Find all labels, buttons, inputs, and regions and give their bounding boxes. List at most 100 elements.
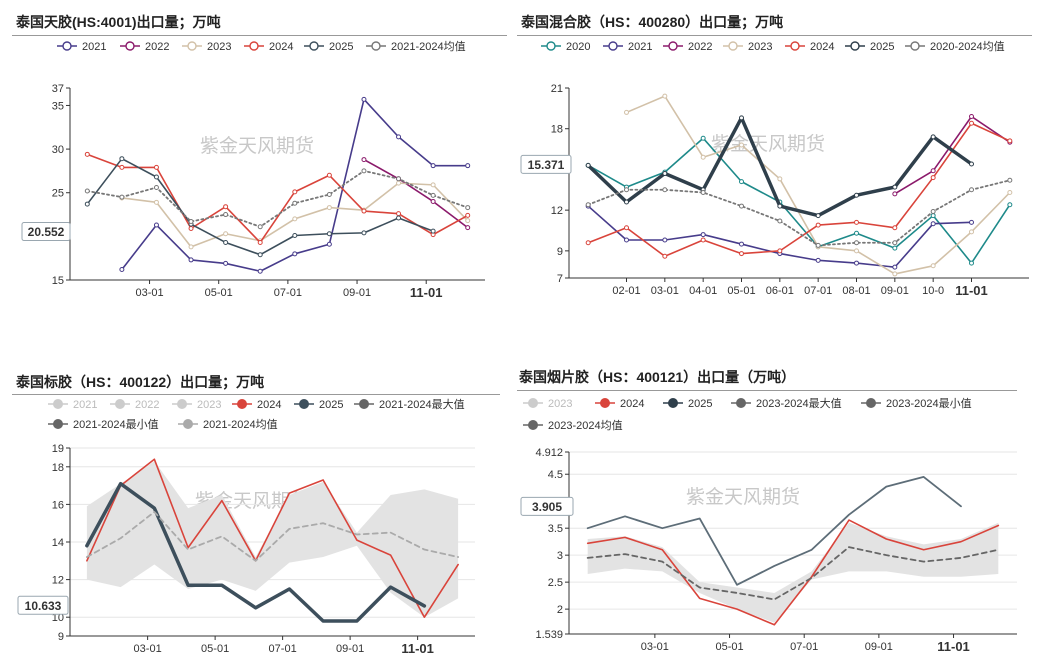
legend-label: 2023 <box>207 41 231 53</box>
legend-item: 2024 <box>232 399 281 411</box>
legend-label: 2024 <box>257 399 281 411</box>
legend-item: 2021-2024均值 <box>178 418 278 431</box>
legend-marker <box>309 41 319 51</box>
y-tick-label: 3 <box>557 550 563 562</box>
data-point <box>465 163 471 169</box>
legend-label: 2023 <box>748 41 772 53</box>
legend-marker <box>249 41 259 51</box>
data-point <box>662 253 668 259</box>
x-tick-label: 05-01 <box>715 641 743 653</box>
y-tick-label: 2.5 <box>548 577 563 589</box>
legend-label: 2020-2024均值 <box>930 40 1005 53</box>
legend-marker <box>53 419 63 429</box>
data-point <box>326 231 332 237</box>
data-point <box>892 264 898 270</box>
y-tick-label: 14 <box>52 537 64 549</box>
data-point <box>430 182 436 188</box>
data-point <box>892 191 898 197</box>
chart-panel-smoked-sheet: 泰国烟片胶（HS：400121）出口量（万吨） 紫金天风期货 2023 2024 20… <box>517 330 1043 659</box>
data-point <box>739 179 744 185</box>
chart-panel-block-rubber: 泰国标胶（HS：400122）出口量；万吨 紫金天风期货 2021 2022 2023… <box>0 330 521 659</box>
series-line-2023-2024均值 <box>586 546 1000 601</box>
y-tick-label: 4.5 <box>548 469 563 481</box>
legend-item: 2023 <box>182 41 231 53</box>
data-point <box>188 257 194 263</box>
data-point <box>815 242 821 248</box>
title-underline <box>517 35 1032 36</box>
y-tick-label: 37 <box>52 83 64 95</box>
legend-item: 2022 <box>663 41 712 53</box>
data-point <box>361 230 367 236</box>
data-point <box>361 157 367 163</box>
legend-marker <box>528 398 538 408</box>
legend-label: 2025 <box>319 399 343 411</box>
y-tick-label: 12 <box>551 205 563 217</box>
data-point <box>624 225 629 231</box>
data-point <box>700 237 706 243</box>
data-point <box>969 229 974 235</box>
y-tick-label: 3.5 <box>548 523 563 535</box>
data-point <box>257 268 263 274</box>
data-point <box>396 176 402 182</box>
legend-label: 2024 <box>810 41 834 53</box>
legend-marker <box>736 398 746 408</box>
x-tick-label: 05-01 <box>205 287 233 299</box>
legend-marker <box>183 419 193 429</box>
legend-marker <box>115 399 125 409</box>
series-line-2025 <box>85 481 427 623</box>
data-point <box>119 164 125 170</box>
x-tick-label: 09-01 <box>343 287 371 299</box>
data-point <box>396 180 402 186</box>
data-point <box>430 163 436 169</box>
y-tick-label: 9 <box>58 631 64 643</box>
legend-label: 2022 <box>688 41 712 53</box>
data-point <box>815 222 821 228</box>
chart-title: 泰国烟片胶（HS：400121）出口量（万吨） <box>519 369 796 385</box>
legend-label: 2021 <box>82 41 106 53</box>
legend-marker <box>600 398 610 408</box>
series-line-2024 <box>86 153 469 244</box>
x-tick-label: 02-01 <box>612 285 640 297</box>
legend-item: 2021 <box>57 41 106 53</box>
data-point <box>292 216 298 222</box>
minmax-band <box>86 461 459 618</box>
legend-marker <box>546 41 556 51</box>
x-tick-label: 11-01 <box>937 639 970 654</box>
y-tick-label: 9 <box>557 246 563 258</box>
legend-item: 2023 <box>523 398 572 410</box>
current-value-label: 10.633 <box>25 599 62 613</box>
data-point <box>892 184 898 190</box>
data-point <box>84 188 90 194</box>
data-point <box>854 260 859 266</box>
legend-label: 2025 <box>870 41 894 53</box>
legend-label: 2021 <box>628 41 652 53</box>
chart-title: 泰国标胶（HS：400122）出口量；万吨 <box>16 374 265 390</box>
data-point <box>815 213 821 219</box>
y-tick-label: 15 <box>52 275 64 287</box>
legend-marker <box>359 399 369 409</box>
legend-item: 2021-2024最大值 <box>354 397 465 411</box>
current-value-box <box>520 496 574 516</box>
data-point <box>969 114 974 119</box>
chart-svg: 紫金天风期货 2020 2021 2022 2023 2024 2025 2020-2024均… <box>520 40 1029 298</box>
series-line-2021-2024均值 <box>86 170 469 228</box>
x-tick-label: 10-0 <box>922 285 944 297</box>
data-point <box>119 156 125 162</box>
data-point <box>662 237 668 243</box>
data-point <box>969 120 974 126</box>
series-line-2021 <box>121 98 469 273</box>
x-tick-label: 05-01 <box>727 285 755 297</box>
x-tick-label: 09-01 <box>865 641 893 653</box>
data-point <box>257 239 263 245</box>
legend-marker <box>528 420 538 430</box>
legend-item: 2024 <box>595 398 644 410</box>
legend-marker <box>608 41 618 51</box>
data-point <box>624 187 629 193</box>
legend-marker <box>53 399 63 409</box>
data-point <box>854 248 859 254</box>
data-point <box>465 212 471 218</box>
legend-item: 2022 <box>120 41 169 53</box>
series-line-2022 <box>894 115 1011 195</box>
data-point <box>1007 202 1013 208</box>
data-point <box>777 176 783 182</box>
